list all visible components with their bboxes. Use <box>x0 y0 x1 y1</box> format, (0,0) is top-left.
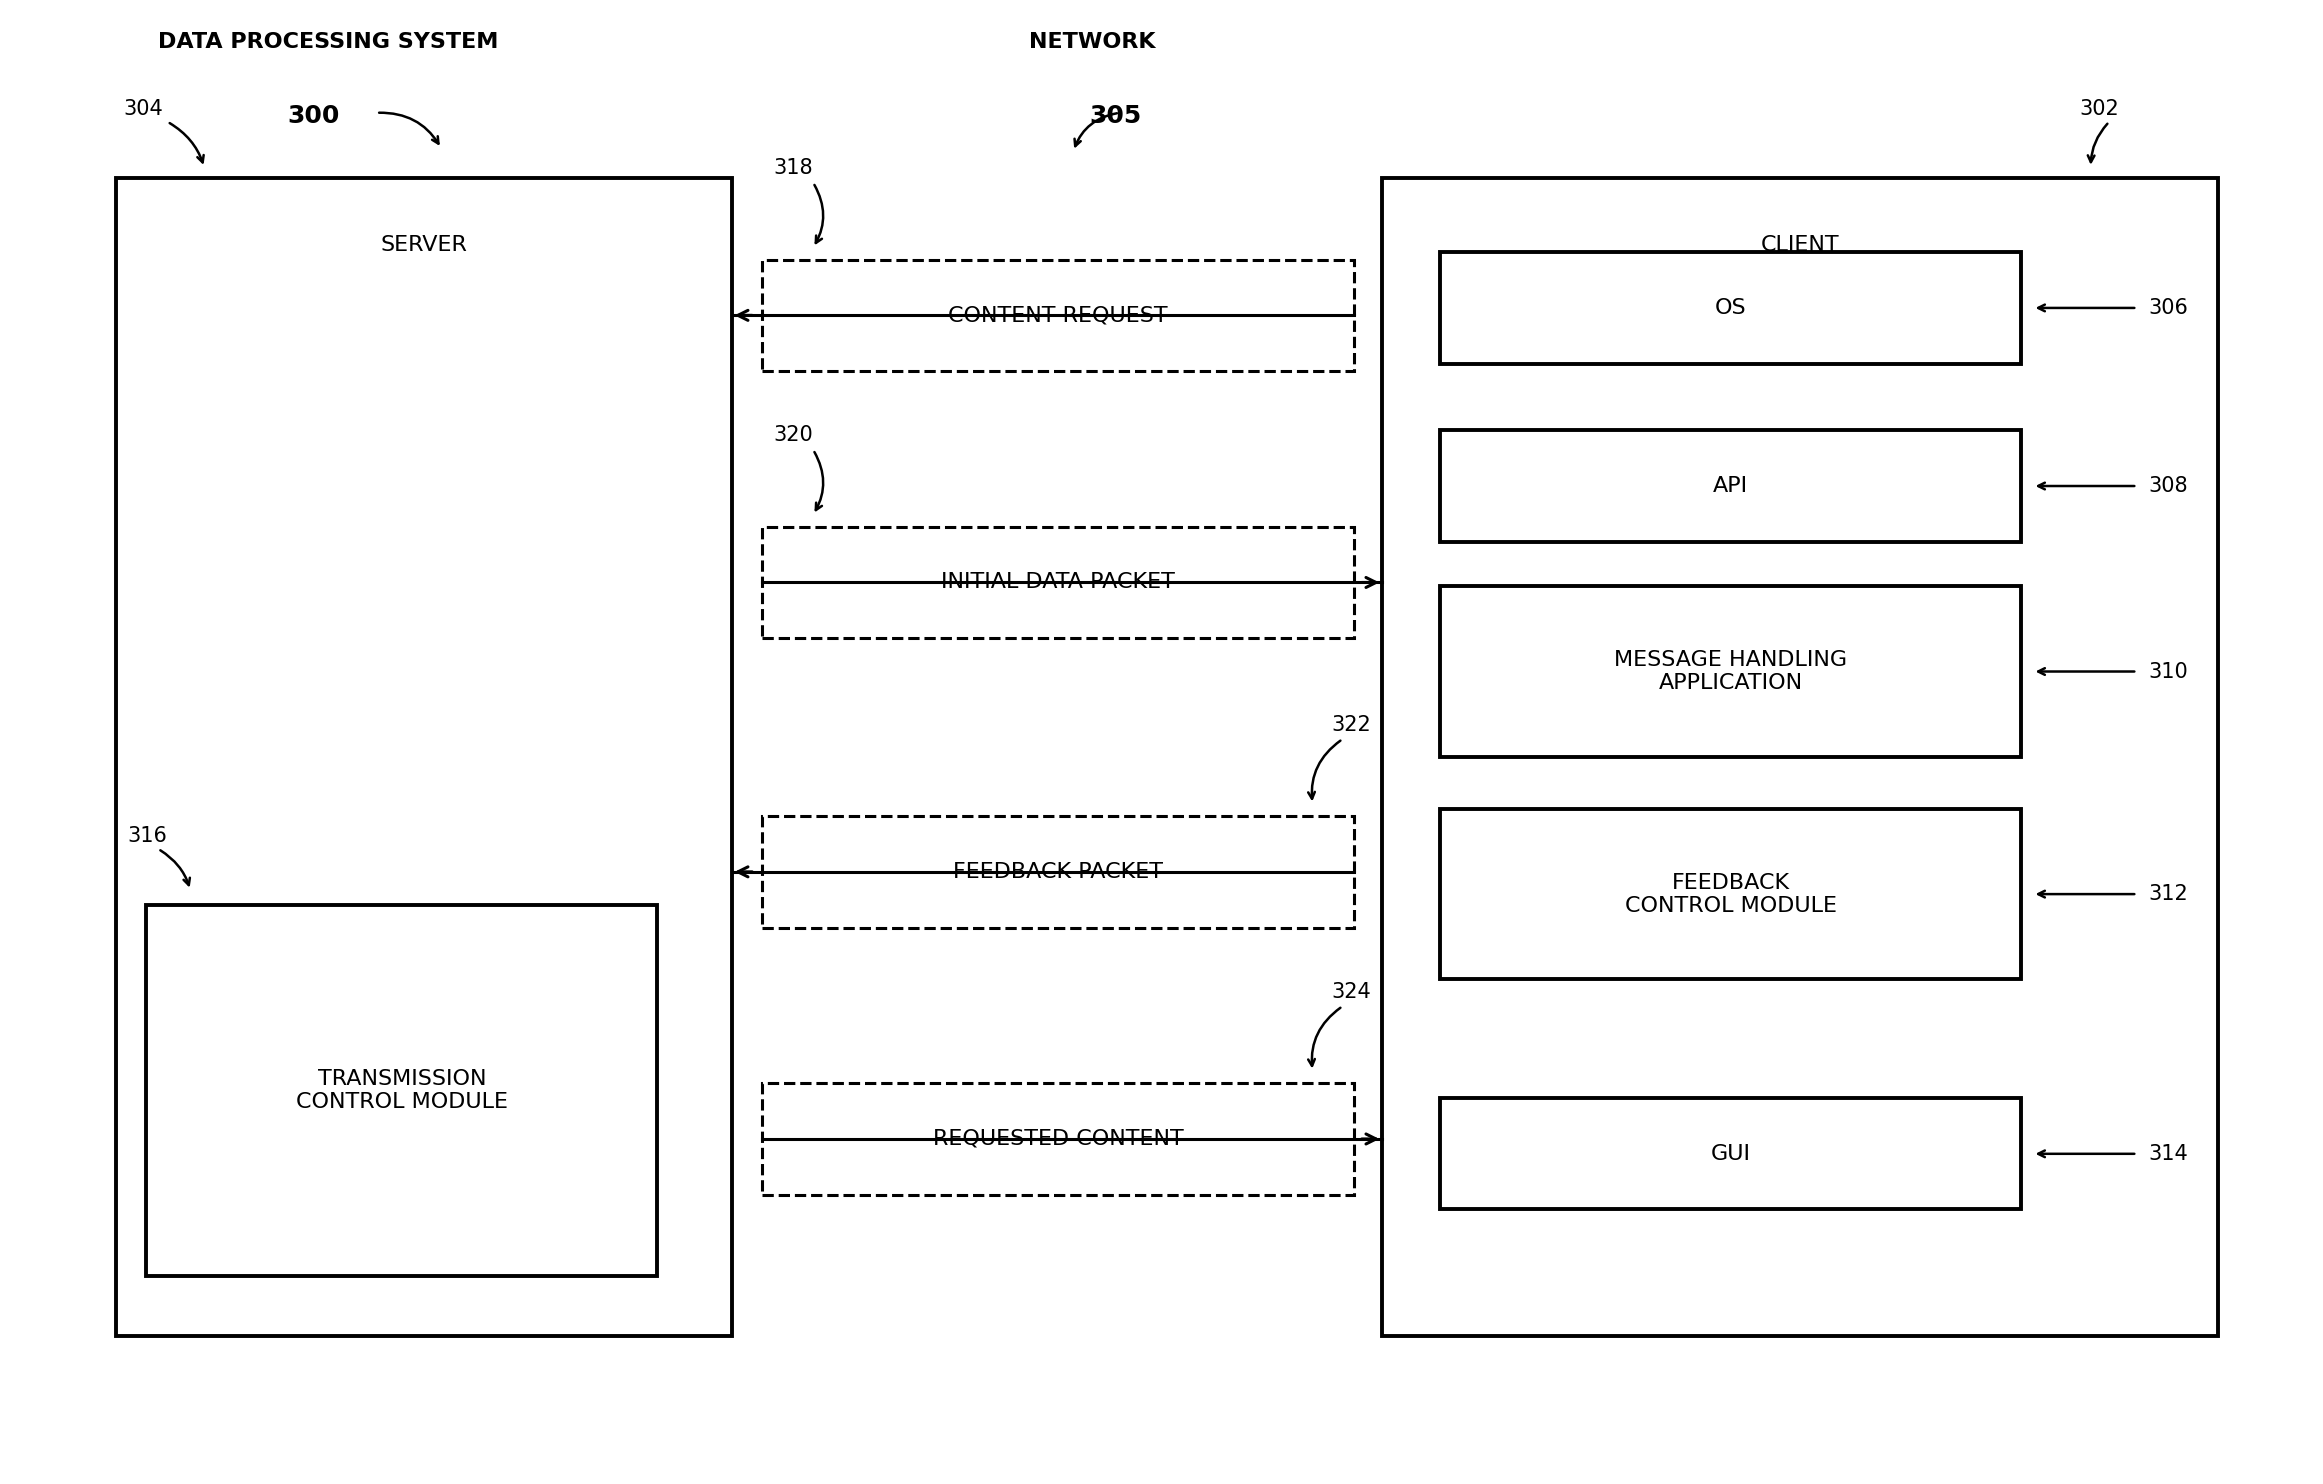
Bar <box>1440 1098 2021 1209</box>
Text: 320: 320 <box>774 426 813 445</box>
Bar <box>762 816 1354 928</box>
Text: 302: 302 <box>2079 99 2119 119</box>
Text: 304: 304 <box>123 99 163 119</box>
Bar <box>116 178 732 1336</box>
Bar <box>1440 252 2021 364</box>
Bar <box>1440 586 2021 757</box>
Text: 310: 310 <box>2149 662 2188 681</box>
Text: REQUESTED CONTENT: REQUESTED CONTENT <box>934 1129 1182 1149</box>
Bar <box>762 260 1354 371</box>
Text: 300: 300 <box>288 104 339 128</box>
Text: 314: 314 <box>2149 1144 2188 1163</box>
Text: 324: 324 <box>1331 982 1371 1002</box>
Text: 308: 308 <box>2149 476 2188 496</box>
Text: TRANSMISSION
CONTROL MODULE: TRANSMISSION CONTROL MODULE <box>295 1068 509 1113</box>
Bar <box>1382 178 2218 1336</box>
Text: API: API <box>1712 476 1749 496</box>
Bar <box>146 905 657 1276</box>
Text: 306: 306 <box>2149 298 2188 318</box>
Text: MESSAGE HANDLING
APPLICATION: MESSAGE HANDLING APPLICATION <box>1614 650 1847 693</box>
Text: SERVER: SERVER <box>381 234 467 255</box>
Text: FEEDBACK PACKET: FEEDBACK PACKET <box>952 862 1164 881</box>
Text: GUI: GUI <box>1710 1144 1752 1163</box>
Text: DATA PROCESSING SYSTEM: DATA PROCESSING SYSTEM <box>158 33 499 52</box>
Text: 312: 312 <box>2149 884 2188 904</box>
Text: 305: 305 <box>1089 104 1141 128</box>
Bar <box>762 527 1354 638</box>
Bar <box>1440 809 2021 979</box>
Text: INITIAL DATA PACKET: INITIAL DATA PACKET <box>941 573 1175 592</box>
Bar <box>1440 430 2021 542</box>
Text: NETWORK: NETWORK <box>1029 33 1155 52</box>
Text: OS: OS <box>1714 298 1747 318</box>
Text: FEEDBACK
CONTROL MODULE: FEEDBACK CONTROL MODULE <box>1624 873 1837 916</box>
Text: 322: 322 <box>1331 715 1371 735</box>
Text: CLIENT: CLIENT <box>1761 234 1840 255</box>
Text: CONTENT REQUEST: CONTENT REQUEST <box>948 306 1168 325</box>
Text: 318: 318 <box>774 159 813 178</box>
Bar <box>762 1083 1354 1195</box>
Text: 316: 316 <box>128 827 167 846</box>
